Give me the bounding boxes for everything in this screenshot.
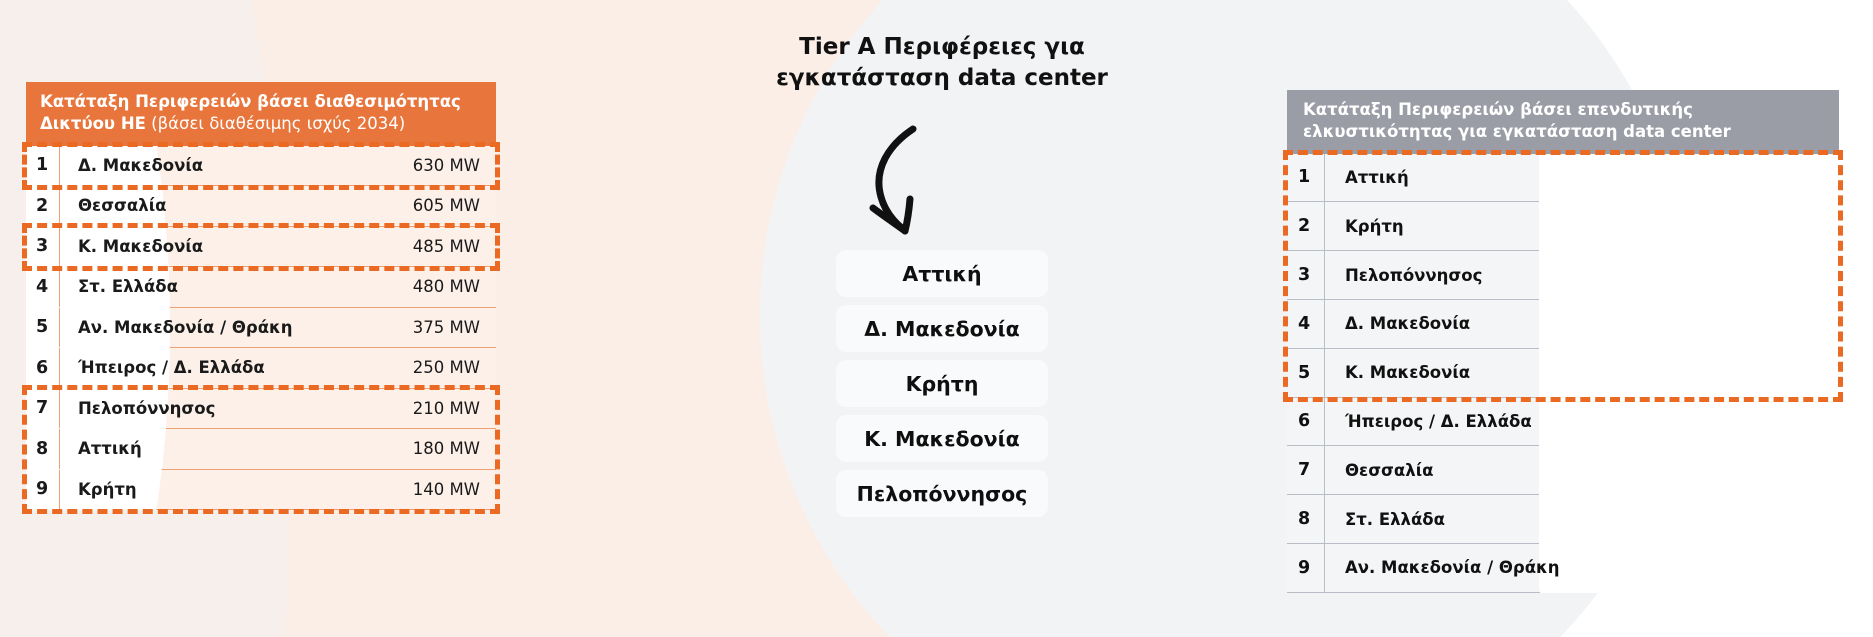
- row-region-name: Αν. Μακεδονία / Θράκη: [78, 317, 293, 337]
- row-region-name: Θεσσαλία: [1345, 460, 1434, 480]
- row-capacity-value: 210 MW: [412, 398, 480, 418]
- region-pill-label: Κρήτη: [905, 371, 979, 396]
- row-rank: 4: [26, 267, 60, 307]
- row-rank: 3: [1287, 251, 1325, 299]
- table-row[interactable]: 7 Θεσσαλία: [1287, 446, 1839, 496]
- row-capacity-value: 480 MW: [412, 277, 480, 297]
- row-capacity-value: 605 MW: [412, 196, 480, 216]
- row-region-name: Δ. Μακεδονία: [1345, 314, 1471, 334]
- row-rank: 4: [1287, 299, 1325, 348]
- row-region-name: Αττική: [1345, 167, 1409, 187]
- row-region-name: Κρήτη: [1345, 216, 1404, 236]
- table-row[interactable]: 6 Ήπειρος / Δ. Ελλάδα 250 MW: [26, 348, 496, 389]
- tier-a-region-list: Αττική Δ. Μακεδονία Κρήτη Κ. Μακεδονία Πελοπ…: [836, 250, 1048, 525]
- table-row[interactable]: 5 Αν. Μακεδονία / Θράκη 375 MW: [26, 307, 496, 349]
- region-pill[interactable]: Κρήτη: [836, 360, 1048, 407]
- table-row[interactable]: 1 Δ. Μακεδονία 630 MW: [26, 145, 496, 187]
- region-pill-label: Αττική: [902, 261, 982, 286]
- table-row[interactable]: 9 Αν. Μακεδονία / Θράκη: [1287, 543, 1839, 593]
- row-rank: 7: [1287, 446, 1325, 495]
- left-table-header-bold: Κατάταξη Περιφερειών βάσει διαθεσιμότητα…: [40, 92, 461, 133]
- curved-down-arrow-icon: [855, 125, 995, 240]
- row-rank: 8: [26, 429, 60, 469]
- right-table-body: 1 Αττική 2 Κρήτη 3 Πελοπόννησος 4 Δ. Μακεδονία 5…: [1283, 149, 1843, 593]
- center-title-line1: Tier A Περιφέρειες για: [799, 34, 1085, 60]
- left-table-body: 1 Δ. Μακεδονία 630 MW 2 Θεσσαλία 605 MW 3 Κ. Μα…: [22, 141, 500, 515]
- row-region-name: Κ. Μακεδονία: [1345, 363, 1471, 383]
- row-region-name: Πελοπόννησος: [78, 398, 216, 418]
- left-ranking-table: Κατάταξη Περιφερειών βάσει διαθεσιμότητα…: [22, 82, 500, 515]
- table-row[interactable]: 2 Θεσσαλία 605 MW: [26, 186, 496, 227]
- row-capacity-value: 630 MW: [412, 155, 480, 175]
- row-rank: 2: [26, 186, 60, 226]
- center-title: Tier A Περιφέρειες για εγκατάσταση data …: [712, 32, 1172, 93]
- table-row[interactable]: 3 Κ. Μακεδονία 485 MW: [26, 226, 496, 268]
- row-rank: 7: [26, 388, 60, 429]
- row-rank: 6: [26, 348, 60, 388]
- row-rank: 9: [26, 469, 60, 510]
- region-pill[interactable]: Δ. Μακεδονία: [836, 305, 1048, 352]
- region-pill-label: Πελοπόννησος: [856, 481, 1028, 506]
- row-region-name: Κρήτη: [78, 479, 137, 499]
- table-row[interactable]: 8 Αττική 180 MW: [26, 429, 496, 470]
- center-title-line2: εγκατάσταση data center: [776, 64, 1108, 91]
- row-rank: 9: [1287, 543, 1325, 592]
- table-row[interactable]: 1 Αττική: [1287, 153, 1839, 203]
- row-region-name: Δ. Μακεδονία: [78, 155, 204, 175]
- row-rank: 8: [1287, 495, 1325, 543]
- table-row[interactable]: 6 Ήπειρος / Δ. Ελλάδα: [1287, 397, 1839, 447]
- row-capacity-value: 180 MW: [412, 439, 480, 459]
- row-rank: 5: [1287, 348, 1325, 397]
- row-capacity-value: 140 MW: [412, 479, 480, 499]
- row-region-name: Θεσσαλία: [78, 196, 167, 216]
- table-row[interactable]: 2 Κρήτη: [1287, 202, 1839, 252]
- left-table-header: Κατάταξη Περιφερειών βάσει διαθεσιμότητα…: [26, 82, 496, 146]
- row-capacity-value: 250 MW: [412, 358, 480, 378]
- row-rank: 1: [1287, 153, 1325, 202]
- table-row[interactable]: 3 Πελοπόννησος: [1287, 251, 1839, 300]
- table-row[interactable]: 9 Κρήτη 140 MW: [26, 469, 496, 511]
- row-region-name: Στ. Ελλάδα: [1345, 509, 1445, 529]
- row-rank: 3: [26, 226, 60, 267]
- row-rank: 6: [1287, 397, 1325, 446]
- table-row[interactable]: 8 Στ. Ελλάδα: [1287, 495, 1839, 544]
- row-rank: 1: [26, 145, 60, 186]
- row-rank: 5: [26, 307, 60, 348]
- row-rank: 2: [1287, 202, 1325, 251]
- table-row[interactable]: 4 Δ. Μακεδονία: [1287, 299, 1839, 349]
- right-ranking-table: Κατάταξη Περιφερειών βάσει επενδυτικής ε…: [1283, 90, 1843, 593]
- row-region-name: Αττική: [78, 439, 142, 459]
- row-region-name: Ήπειρος / Δ. Ελλάδα: [1345, 411, 1532, 431]
- row-capacity-value: 485 MW: [412, 236, 480, 256]
- region-pill-label: Κ. Μακεδονία: [864, 426, 1020, 451]
- table-row[interactable]: 5 Κ. Μακεδονία: [1287, 348, 1839, 398]
- region-pill[interactable]: Αττική: [836, 250, 1048, 297]
- region-pill[interactable]: Πελοπόννησος: [836, 470, 1048, 517]
- right-table-header: Κατάταξη Περιφερειών βάσει επενδυτικής ε…: [1287, 90, 1839, 154]
- row-region-name: Αν. Μακεδονία / Θράκη: [1345, 558, 1560, 578]
- table-row[interactable]: 4 Στ. Ελλάδα 480 MW: [26, 267, 496, 308]
- row-region-name: Στ. Ελλάδα: [78, 277, 178, 297]
- row-region-name: Κ. Μακεδονία: [78, 236, 204, 256]
- table-row[interactable]: 7 Πελοπόννησος 210 MW: [26, 388, 496, 430]
- left-table-header-normal: (βάσει διαθέσιμης ισχύς 2034): [145, 113, 406, 133]
- row-region-name: Ήπειρος / Δ. Ελλάδα: [78, 358, 265, 378]
- region-pill[interactable]: Κ. Μακεδονία: [836, 415, 1048, 462]
- row-region-name: Πελοπόννησος: [1345, 265, 1483, 285]
- region-pill-label: Δ. Μακεδονία: [864, 316, 1020, 341]
- row-capacity-value: 375 MW: [412, 317, 480, 337]
